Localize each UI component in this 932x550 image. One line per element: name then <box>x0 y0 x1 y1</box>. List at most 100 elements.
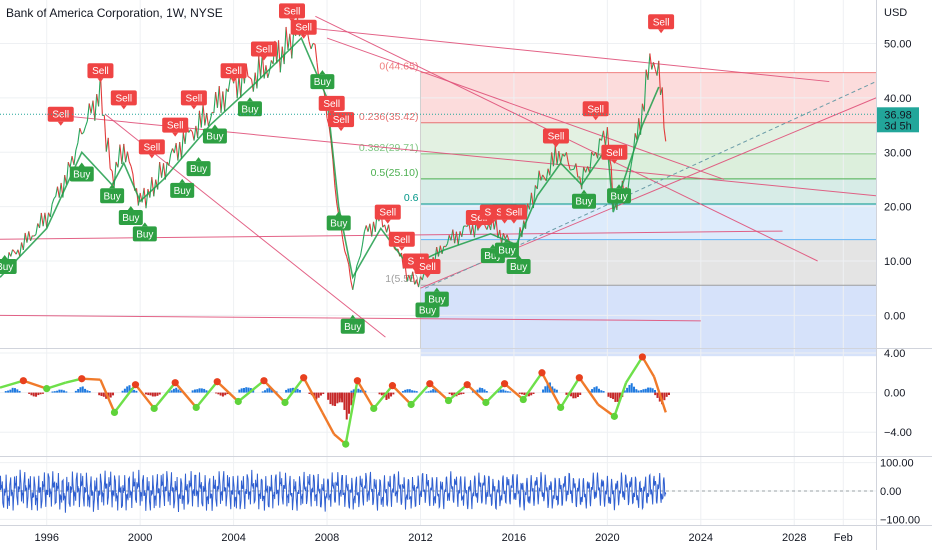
sell-signal[interactable]: Sell <box>500 204 527 224</box>
histogram-bar <box>172 388 175 393</box>
buy-badge[interactable] <box>118 210 143 225</box>
sell-badge[interactable] <box>180 90 207 106</box>
sell-signal[interactable]: Sell <box>648 14 675 34</box>
time-axis[interactable]: 1996 2000 2004 2008 2012 2016 2020 2024 2028 Feb <box>34 532 852 544</box>
buy-signal[interactable]: Buy <box>494 238 519 258</box>
sell-signal[interactable]: Sell <box>220 63 247 83</box>
buy-badge[interactable] <box>100 188 125 204</box>
buy-sell-signals[interactable]: BuySellBuySellBuySellBuyBuySellSellBuySe… <box>0 3 675 334</box>
buy-badge[interactable] <box>340 318 365 334</box>
sell-signal[interactable]: Sell <box>542 128 569 148</box>
sell-badge[interactable] <box>582 101 609 117</box>
sell-signal[interactable]: Sell <box>250 41 277 61</box>
sell-badge[interactable] <box>500 204 527 220</box>
sell-signal[interactable]: Sell <box>180 90 207 110</box>
price-segment <box>589 151 593 174</box>
buy-signal[interactable]: Buy <box>572 189 596 209</box>
dashed-trendline[interactable] <box>424 81 877 289</box>
sell-pointer <box>611 159 618 164</box>
sell-signal[interactable]: Sell <box>388 231 415 251</box>
buy-signal[interactable]: Buy <box>310 70 335 90</box>
histogram-bar <box>65 391 68 393</box>
sell-signal[interactable]: Sell <box>47 106 74 126</box>
buy-signal[interactable]: Buy <box>237 97 262 117</box>
sell-signal[interactable]: Sell <box>290 19 317 39</box>
trendline[interactable] <box>301 26 830 83</box>
buy-badge[interactable] <box>607 188 632 204</box>
sell-signal[interactable]: Sell <box>162 117 189 137</box>
histogram-bar <box>240 388 243 393</box>
sell-signal[interactable]: Sell <box>328 112 355 132</box>
price-segment <box>602 130 606 147</box>
buy-badge[interactable] <box>170 182 195 198</box>
buy-badge[interactable] <box>310 74 335 90</box>
price-axis[interactable]: USD 50.00 40.00 30.00 20.00 10.00 0.00 4.00 0.00… <box>0 7 920 526</box>
sell-badge[interactable] <box>374 204 401 220</box>
sell-badge[interactable] <box>279 3 305 19</box>
buy-badge[interactable] <box>424 291 449 307</box>
momentum-peak-dot <box>638 353 647 361</box>
last-price-badge[interactable] <box>877 107 919 133</box>
buy-signal[interactable]: Buy <box>100 184 125 204</box>
buy-badge[interactable] <box>494 242 519 258</box>
cycle-line <box>0 469 667 513</box>
sell-badge[interactable] <box>110 90 137 106</box>
signal-label: Sell <box>186 93 203 104</box>
histogram-bar <box>555 389 558 393</box>
signal-label: Buy <box>314 77 331 88</box>
sell-signal[interactable]: Sell <box>87 63 114 83</box>
sell-badge[interactable] <box>220 63 247 79</box>
buy-signal[interactable]: Buy <box>506 254 531 274</box>
price-segment <box>38 212 42 228</box>
sell-signal[interactable]: Sell <box>601 144 628 164</box>
buy-badge[interactable] <box>326 215 351 231</box>
buy-signal[interactable]: Buy <box>326 211 351 231</box>
signal-label: Sell <box>393 235 410 246</box>
price-segment <box>647 53 651 80</box>
sell-signal[interactable]: Sell <box>110 90 137 110</box>
momentum-trough-dot <box>482 398 490 407</box>
histogram-bar <box>378 392 381 395</box>
sell-signal[interactable]: Sell <box>279 3 305 23</box>
buy-badge[interactable] <box>572 193 596 209</box>
buy-signal[interactable]: Buy <box>118 206 143 225</box>
sell-badge[interactable] <box>87 63 114 79</box>
buy-signal[interactable]: Buy <box>69 162 94 182</box>
sell-signal[interactable]: Sell <box>318 95 345 115</box>
buy-badge[interactable] <box>186 161 211 177</box>
sell-badge[interactable] <box>328 112 355 128</box>
buy-signal[interactable]: Buy <box>424 287 449 307</box>
sell-badge[interactable] <box>290 19 317 35</box>
sell-signal[interactable]: Sell <box>582 101 609 121</box>
buy-badge[interactable] <box>237 101 262 117</box>
osc-tick-label: 0.00 <box>884 388 905 400</box>
sell-badge[interactable] <box>648 14 675 30</box>
buy-badge[interactable] <box>0 258 17 274</box>
buy-signal[interactable]: Buy <box>0 254 17 274</box>
sell-signal[interactable]: Sell <box>374 204 401 224</box>
sell-signal[interactable]: Sell <box>414 258 441 278</box>
buy-badge[interactable] <box>132 226 157 242</box>
sell-badge[interactable] <box>318 95 345 111</box>
buy-badge[interactable] <box>506 258 531 274</box>
buy-badge[interactable] <box>202 128 227 144</box>
sell-badge[interactable] <box>250 41 277 57</box>
buy-badge[interactable] <box>69 166 94 182</box>
sell-badge[interactable] <box>388 231 415 247</box>
buy-signal[interactable]: Buy <box>607 184 632 204</box>
buy-signal[interactable]: Buy <box>202 124 227 144</box>
sell-badge[interactable] <box>162 117 189 133</box>
sell-badge[interactable] <box>542 128 569 144</box>
sell-signal[interactable]: Sell <box>138 139 165 159</box>
buy-signal[interactable]: Buy <box>132 222 157 242</box>
buy-signal[interactable]: Buy <box>340 314 365 334</box>
buy-signal[interactable]: Buy <box>186 157 211 177</box>
momentum-segment <box>429 382 450 402</box>
trendline[interactable] <box>326 37 725 180</box>
sell-badge[interactable] <box>601 144 628 160</box>
sell-badge[interactable] <box>138 139 165 155</box>
buy-signal[interactable]: Buy <box>170 178 195 198</box>
sell-badge[interactable] <box>414 258 441 274</box>
